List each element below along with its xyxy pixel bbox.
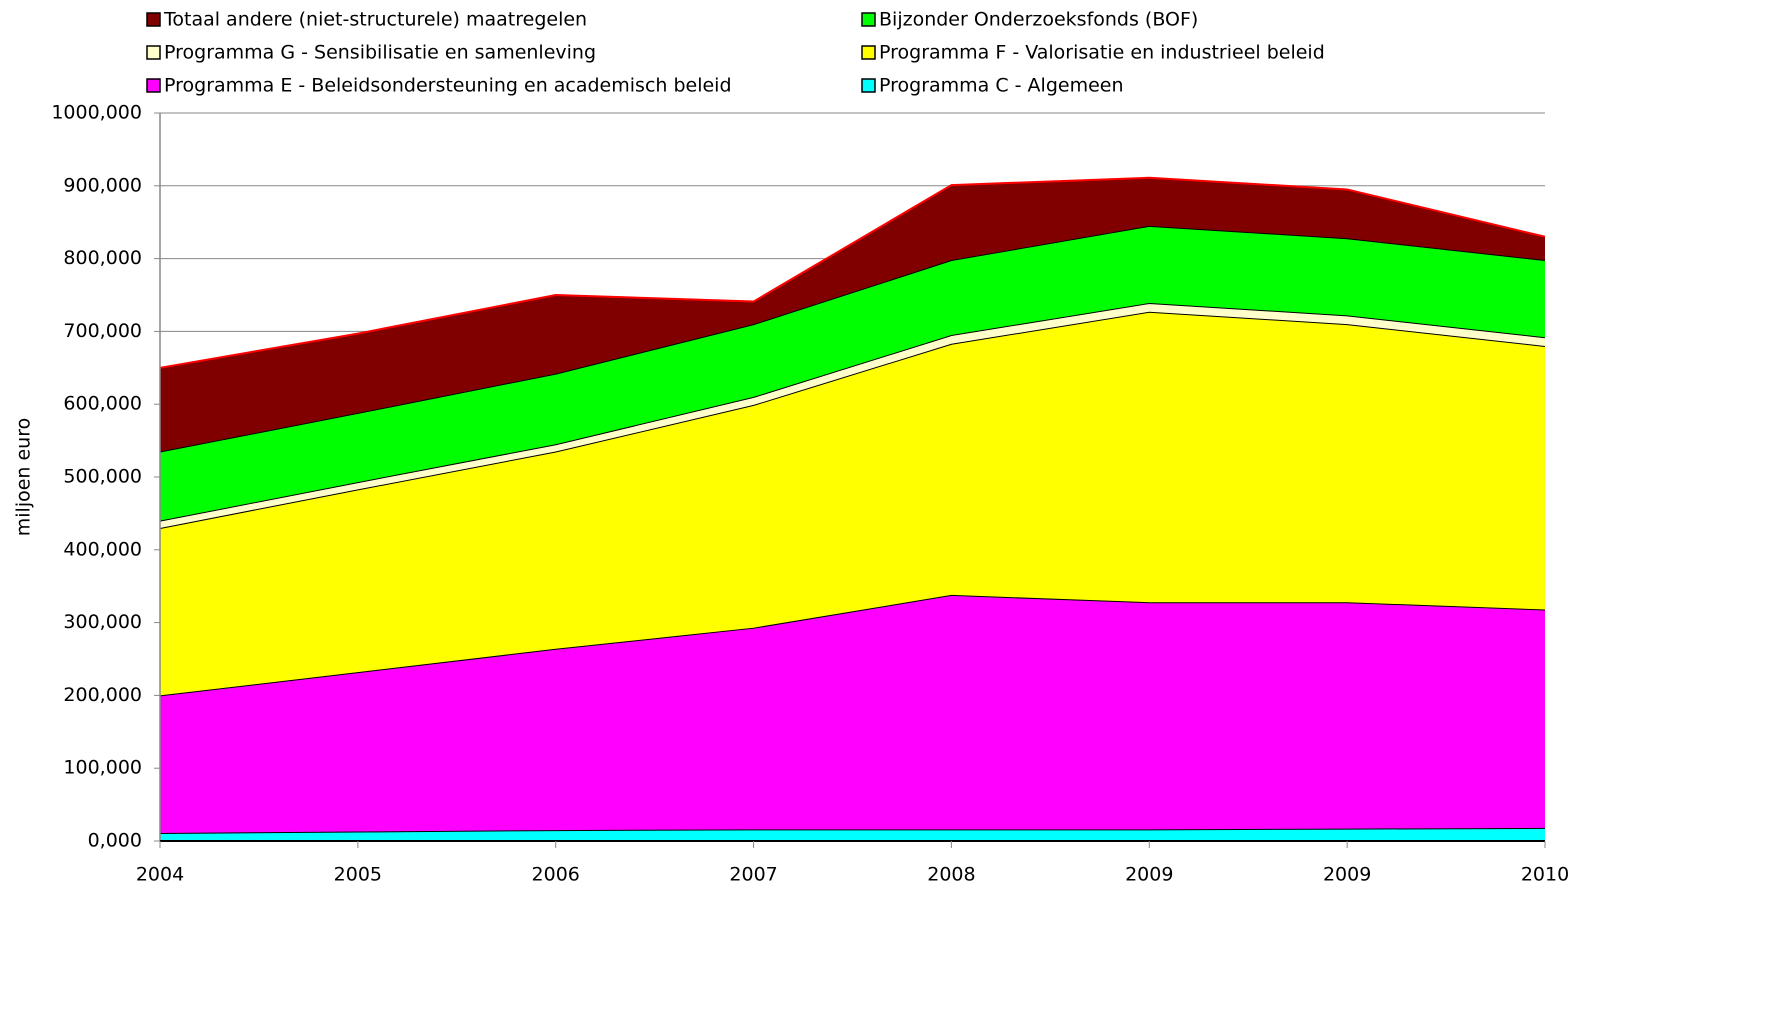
y-tick-label: 600,000 xyxy=(63,393,142,415)
x-tick-label: 2010 xyxy=(1521,864,1569,886)
legend-swatch xyxy=(861,78,876,93)
area xyxy=(160,594,1545,833)
x-tick-label: 2009 xyxy=(1125,864,1173,886)
y-tick-label: 400,000 xyxy=(63,538,142,560)
x-tick-label: 2007 xyxy=(729,864,777,886)
legend-swatch xyxy=(146,12,161,27)
legend-swatch xyxy=(146,78,161,93)
y-axis-label: miljoen euro xyxy=(13,418,35,537)
x-tick-label: 2004 xyxy=(136,864,184,886)
area xyxy=(160,311,1545,696)
legend-swatch xyxy=(861,12,876,27)
legend-label: Programma E - Beleidsondersteuning en ac… xyxy=(164,75,732,97)
y-tick-label: 500,000 xyxy=(63,466,142,488)
y-tick-label: 800,000 xyxy=(63,247,142,269)
x-tick-label: 2009 xyxy=(1323,864,1371,886)
y-tick-label: 0,000 xyxy=(88,830,142,852)
y-tick-label: 900,000 xyxy=(63,174,142,196)
legend-label: Programma F - Valorisatie en industrieel… xyxy=(879,42,1325,64)
legend-swatch xyxy=(861,45,876,60)
area xyxy=(160,303,1545,528)
legend-label: Bijzonder Onderzoeksfonds (BOF) xyxy=(879,9,1198,31)
area-edge xyxy=(159,224,1546,453)
legend-label: Programma C - Algemeen xyxy=(879,75,1124,97)
area-edge xyxy=(159,176,1546,369)
y-tick-label: 1000,000 xyxy=(51,102,142,124)
x-tick-label: 2006 xyxy=(532,864,580,886)
y-tick-label: 200,000 xyxy=(63,684,142,706)
area xyxy=(160,225,1545,521)
y-tick-label: 700,000 xyxy=(63,320,142,342)
legend-swatch xyxy=(146,45,161,60)
x-tick-label: 2005 xyxy=(334,864,382,886)
legend-label: Totaal andere (niet-structurele) maatreg… xyxy=(163,9,587,31)
legend-label: Programma G - Sensibilisatie en samenlev… xyxy=(164,42,596,64)
x-tick-label: 2008 xyxy=(927,864,975,886)
y-tick-label: 300,000 xyxy=(63,611,142,633)
y-tick-label: 100,000 xyxy=(63,757,142,779)
area xyxy=(160,177,1545,452)
